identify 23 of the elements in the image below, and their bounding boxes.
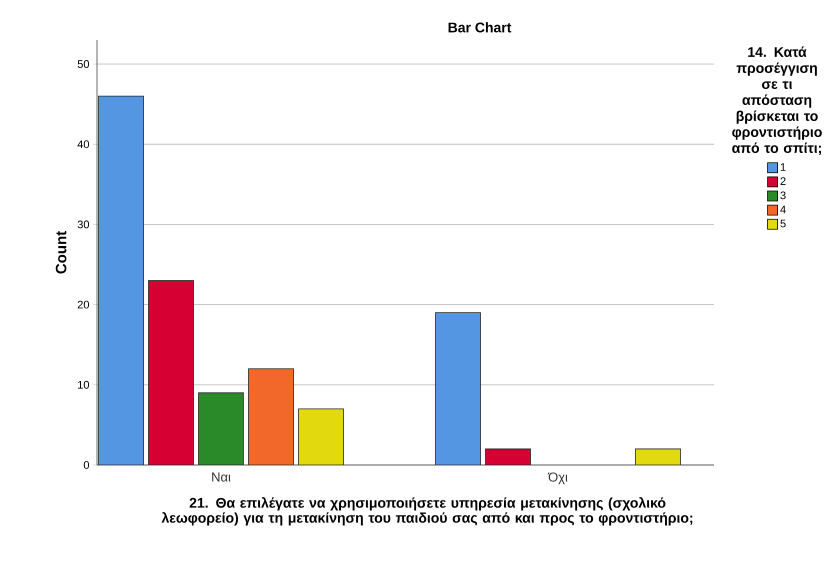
- legend-title: 14. Κατά προσέγγιση σε τι απόσταση βρίσκεται το φροντιστήριο από το σπίτι;: [732, 46, 822, 155]
- y-axis-title: Count: [56, 231, 66, 274]
- legend-label: 2: [780, 177, 786, 185]
- bar: [298, 408, 344, 465]
- bar: [98, 96, 144, 465]
- bar: [635, 448, 681, 465]
- y-tick-label: 10: [78, 380, 90, 389]
- legend-label: 5: [780, 220, 786, 228]
- y-tick-label: 50: [78, 60, 90, 68]
- legend-label: 3: [780, 191, 786, 200]
- y-tick-label: 0: [84, 461, 90, 469]
- bar: [148, 280, 194, 465]
- legend-label: 4: [780, 206, 786, 214]
- y-tick-label: 30: [78, 220, 90, 228]
- chart-title: Bar Chart: [448, 22, 512, 32]
- y-tick-label: 20: [78, 300, 90, 309]
- x-axis-title: 21. Θα επιλέγατε να χρησιμοποιήσετε υπηρεσία μετακίνησης (σχολικό λεωφορείο) για τη μετακίνηση του παιδιού σας από και προς το φροντιστήριο;: [162, 497, 692, 526]
- y-tick-label: 40: [77, 140, 90, 148]
- x-tick-label: Όχι: [548, 472, 568, 484]
- legend-label: 1: [780, 163, 786, 171]
- bar: [485, 448, 531, 465]
- bar: [435, 312, 481, 465]
- x-tick-label: Ναι: [212, 472, 231, 482]
